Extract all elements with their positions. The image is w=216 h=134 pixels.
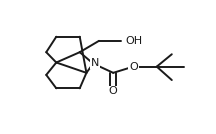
Text: O: O — [129, 62, 138, 72]
Text: OH: OH — [125, 36, 142, 46]
Text: N: N — [91, 58, 99, 68]
Text: O: O — [109, 86, 118, 96]
